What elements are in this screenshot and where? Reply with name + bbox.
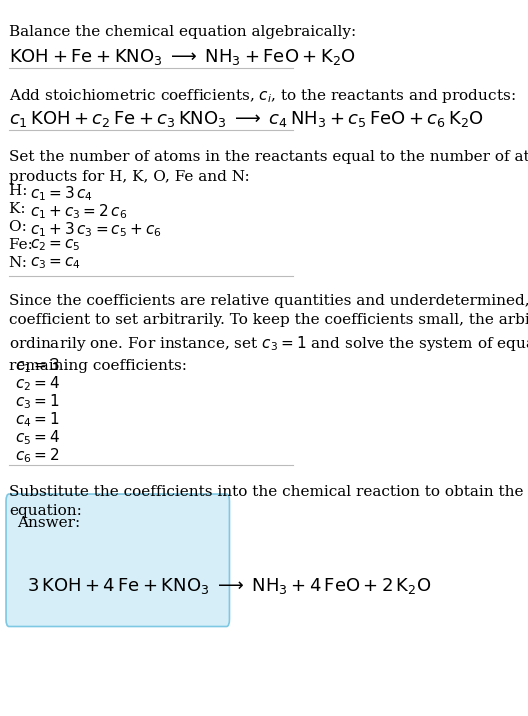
- Text: $c_5 = 4$: $c_5 = 4$: [15, 428, 60, 447]
- Text: $c_1 + 3\,c_3 = c_5 + c_6$: $c_1 + 3\,c_3 = c_5 + c_6$: [30, 220, 162, 238]
- FancyBboxPatch shape: [6, 494, 230, 626]
- Text: O:: O:: [9, 220, 32, 234]
- Text: $c_1 = 3\,c_4$: $c_1 = 3\,c_4$: [30, 184, 93, 203]
- Text: $c_2 = 4$: $c_2 = 4$: [15, 374, 60, 393]
- Text: $c_2 = c_5$: $c_2 = c_5$: [30, 238, 81, 253]
- Text: Substitute the coefficients into the chemical reaction to obtain the balanced
eq: Substitute the coefficients into the che…: [9, 485, 528, 518]
- Text: $c_1 + c_3 = 2\,c_6$: $c_1 + c_3 = 2\,c_6$: [30, 202, 128, 221]
- Text: $c_1 = 3$: $c_1 = 3$: [15, 357, 60, 375]
- Text: Balance the chemical equation algebraically:: Balance the chemical equation algebraica…: [9, 25, 356, 39]
- Text: $c_3 = 1$: $c_3 = 1$: [15, 392, 60, 411]
- Text: N:: N:: [9, 256, 32, 270]
- Text: $c_3 = c_4$: $c_3 = c_4$: [30, 256, 81, 271]
- Text: Set the number of atoms in the reactants equal to the number of atoms in the
pro: Set the number of atoms in the reactants…: [9, 150, 528, 184]
- Text: Answer:: Answer:: [16, 516, 80, 530]
- Text: $\mathrm{KOH + Fe + KNO_3 \;\longrightarrow\; NH_3 + FeO + K_2O}$: $\mathrm{KOH + Fe + KNO_3 \;\longrightar…: [9, 47, 356, 67]
- Text: Fe:: Fe:: [9, 238, 38, 252]
- Text: Since the coefficients are relative quantities and underdetermined, choose a
coe: Since the coefficients are relative quan…: [9, 294, 528, 372]
- Text: $c_4 = 1$: $c_4 = 1$: [15, 410, 60, 429]
- Text: $c_1\,\mathrm{KOH} + c_2\,\mathrm{Fe} + c_3\,\mathrm{KNO_3} \;\longrightarrow\; : $c_1\,\mathrm{KOH} + c_2\,\mathrm{Fe} + …: [9, 109, 484, 129]
- Text: H:: H:: [9, 184, 32, 198]
- Text: $c_6 = 2$: $c_6 = 2$: [15, 446, 60, 465]
- Text: Add stoichiometric coefficients, $c_i$, to the reactants and products:: Add stoichiometric coefficients, $c_i$, …: [9, 87, 516, 105]
- Text: K:: K:: [9, 202, 31, 216]
- Text: $\mathrm{3\,KOH + 4\,Fe + KNO_3 \;\longrightarrow\; NH_3 + 4\,FeO + 2\,K_2O}$: $\mathrm{3\,KOH + 4\,Fe + KNO_3 \;\longr…: [27, 576, 431, 596]
